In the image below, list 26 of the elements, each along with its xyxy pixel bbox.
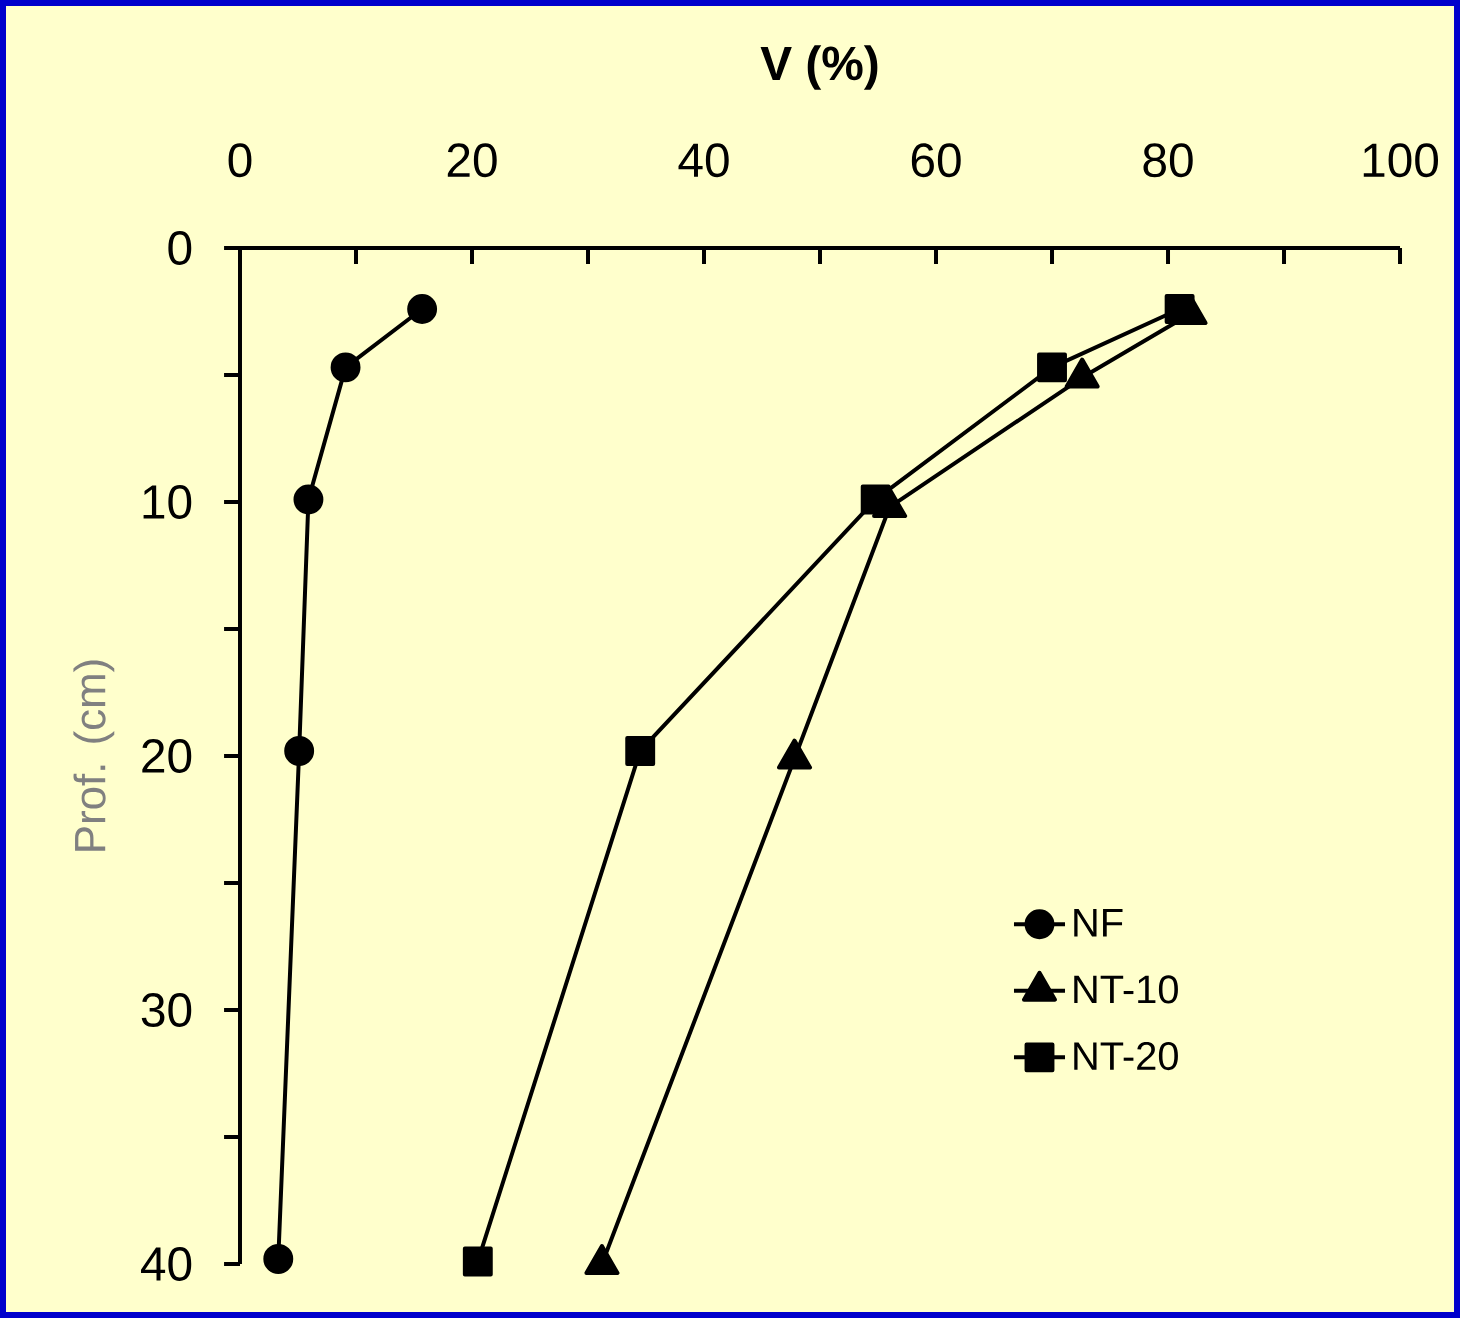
- point: [462, 1246, 493, 1277]
- y-tick-label: 40: [141, 1247, 192, 1281]
- x-tick-label: 60: [911, 143, 961, 178]
- legend-label: NT-20: [1074, 1041, 1178, 1071]
- x-tick-label: 40: [678, 143, 729, 178]
- x-axis-title: V (%): [760, 45, 878, 90]
- legend-label: NF: [1074, 909, 1123, 937]
- point: [625, 735, 656, 766]
- y-axis-title: Prof. (cm): [73, 660, 115, 851]
- y-tick-label: 10: [143, 485, 192, 519]
- point: [330, 352, 361, 383]
- x-tick-label: 80: [1143, 143, 1193, 178]
- x-tick-label: 20: [447, 143, 497, 178]
- x-tick-label: 100: [1363, 143, 1439, 178]
- point: [1164, 294, 1195, 324]
- point: [860, 484, 891, 515]
- y-tick-label: 0: [168, 231, 192, 265]
- point: [407, 294, 438, 324]
- point: [284, 735, 315, 766]
- point: [263, 1243, 294, 1274]
- x-tick-label: 0: [228, 143, 252, 178]
- point: [1037, 352, 1067, 383]
- y-tick-label: 30: [141, 993, 192, 1027]
- legend-label: NT-10: [1074, 975, 1178, 1004]
- y-tick-label: 20: [142, 739, 192, 773]
- point: [293, 484, 324, 515]
